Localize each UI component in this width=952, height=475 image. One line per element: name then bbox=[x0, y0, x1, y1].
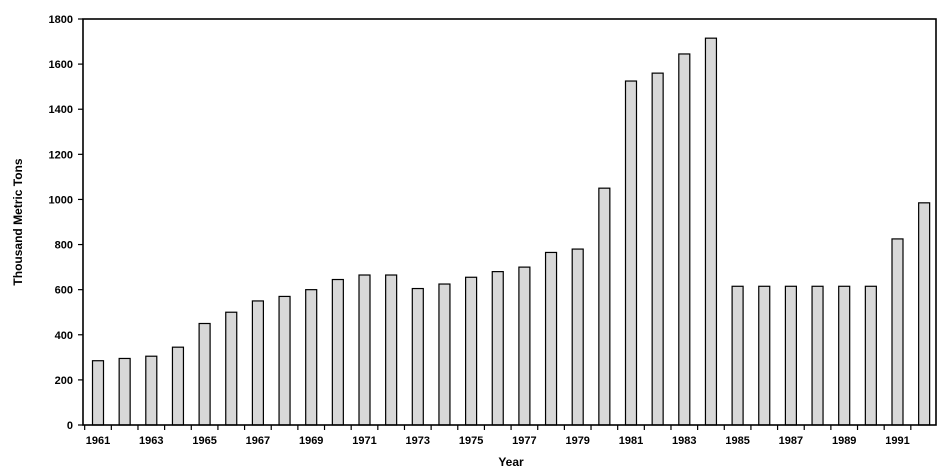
x-tick-label: 1985 bbox=[725, 435, 749, 447]
bar-1975 bbox=[465, 276, 478, 426]
bar-1981 bbox=[624, 80, 638, 426]
bar-1979 bbox=[571, 248, 584, 426]
y-axis-title: Thousand Metric Tons bbox=[11, 158, 25, 285]
x-tick-label: 1969 bbox=[299, 435, 323, 447]
bar-1969 bbox=[305, 289, 318, 426]
y-tick-label: 200 bbox=[55, 375, 73, 387]
y-axis: 0 200 400 600 800 1000 1200 1400 1600 1800 bbox=[49, 14, 83, 432]
y-tick-label: 1600 bbox=[49, 59, 73, 71]
x-tick-label: 1987 bbox=[779, 435, 803, 447]
bar-1973 bbox=[411, 287, 424, 426]
bar-1968 bbox=[278, 295, 291, 426]
bar-1971 bbox=[358, 274, 371, 426]
x-tick-label: 1971 bbox=[352, 435, 376, 447]
y-tick-label: 400 bbox=[55, 330, 73, 342]
x-tick-label: 1991 bbox=[885, 435, 909, 447]
y-tick-label: 1000 bbox=[49, 194, 73, 206]
x-tick-label: 1963 bbox=[139, 435, 163, 447]
bar-1961 bbox=[91, 360, 105, 426]
y-tick-label: 1800 bbox=[49, 14, 73, 26]
bar-1982 bbox=[651, 72, 664, 426]
bar-1990 bbox=[864, 285, 877, 426]
x-tick-label: 1981 bbox=[619, 435, 643, 447]
plot-frame bbox=[82, 18, 937, 426]
bar-1962 bbox=[118, 357, 131, 426]
y-tick-label: 800 bbox=[55, 240, 73, 252]
x-tick-label: 1977 bbox=[512, 435, 536, 447]
bar-1963 bbox=[145, 355, 158, 426]
x-tick-label: 1979 bbox=[565, 435, 589, 447]
bar-1972 bbox=[385, 274, 398, 426]
bar-1992 bbox=[918, 202, 931, 426]
bar-1989 bbox=[838, 285, 851, 426]
bar-1983 bbox=[678, 53, 691, 426]
bar-1987 bbox=[784, 285, 798, 426]
bar-1984 bbox=[704, 37, 718, 426]
x-tick-label: 1975 bbox=[459, 435, 483, 447]
bar-1970 bbox=[331, 278, 344, 426]
bar-1974 bbox=[438, 283, 451, 426]
bar-1991 bbox=[891, 238, 904, 426]
bar-1976 bbox=[491, 271, 504, 426]
bar-1978 bbox=[544, 251, 558, 426]
bar-1977 bbox=[518, 266, 531, 426]
x-tick-label: 1961 bbox=[86, 435, 110, 447]
x-axis: 1961 1963 1965 1967 1969 1971 1973 1975 1977 1979… bbox=[84, 425, 912, 447]
bar-1964 bbox=[171, 346, 185, 426]
bar-1986 bbox=[758, 285, 771, 426]
x-tick-label: 1967 bbox=[246, 435, 270, 447]
bars-layer bbox=[91, 37, 931, 426]
x-tick-label: 1973 bbox=[406, 435, 430, 447]
bar-1965 bbox=[198, 322, 211, 426]
bar-1988 bbox=[811, 285, 824, 426]
y-tick-label: 1400 bbox=[49, 104, 73, 116]
bar-1967 bbox=[251, 300, 264, 426]
y-tick-label: 1200 bbox=[49, 149, 73, 161]
x-tick-label: 1983 bbox=[672, 435, 696, 447]
y-tick-label: 600 bbox=[55, 285, 73, 297]
y-tick-label: 0 bbox=[67, 420, 73, 432]
bar-1985 bbox=[731, 285, 744, 426]
bar-1980 bbox=[598, 187, 611, 426]
x-axis-title: Year bbox=[498, 455, 524, 469]
x-tick-label: 1989 bbox=[832, 435, 856, 447]
x-tick-label: 1965 bbox=[192, 435, 216, 447]
bar-1966 bbox=[225, 311, 238, 426]
